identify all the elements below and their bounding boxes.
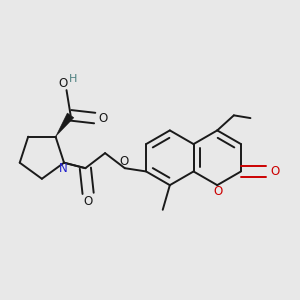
Text: N: N [59, 162, 68, 175]
Text: O: O [98, 112, 108, 124]
Text: O: O [214, 185, 223, 199]
Text: O: O [83, 195, 93, 208]
Polygon shape [56, 113, 74, 137]
Text: O: O [120, 155, 129, 168]
Text: O: O [270, 165, 280, 178]
Text: H: H [69, 74, 77, 84]
Text: O: O [58, 77, 68, 90]
